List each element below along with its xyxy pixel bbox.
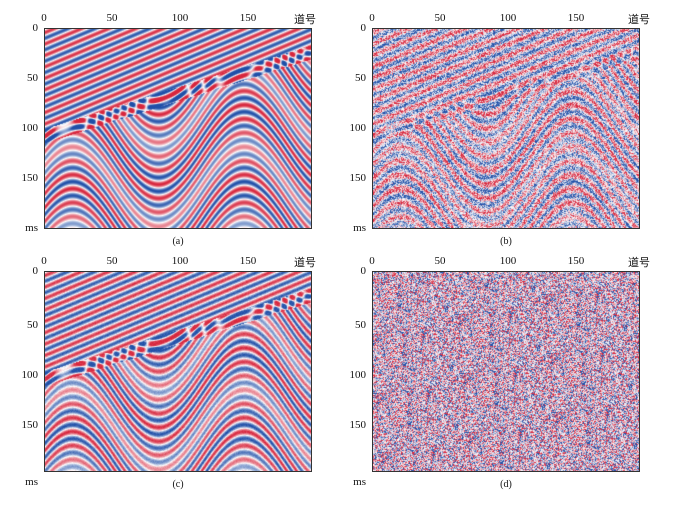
x-tick-0: 0 [369, 255, 375, 267]
seismic-figure: 0 50 100 150 道号 0 50 100 150 ms (a) 0 50… [22, 12, 672, 490]
y-tick-0: 0 [32, 265, 39, 277]
y-tick-50: 50 [355, 319, 366, 331]
y-tick-0: 0 [32, 22, 39, 34]
y-tick-50: 50 [27, 72, 38, 84]
y-tick-0: 0 [360, 265, 367, 277]
x-axis-label: 道号 [628, 256, 650, 269]
panel-d: 0 50 100 150 道号 0 50 100 150 ms (d) [350, 255, 672, 516]
seismic-canvas-c [45, 272, 311, 471]
x-tick-100: 100 [499, 255, 517, 267]
y-tick-50: 50 [27, 319, 38, 331]
x-tick-100: 100 [171, 12, 189, 24]
y-tick-50: 50 [355, 72, 366, 84]
x-axis-label: 道号 [294, 256, 316, 269]
y-tick-150: 150 [21, 419, 39, 431]
x-tick-150: 150 [567, 12, 585, 24]
seismic-canvas-b [373, 29, 639, 228]
seismic-canvas-d [373, 272, 639, 471]
y-tick-100: 100 [349, 122, 367, 134]
y-tick-100: 100 [21, 122, 39, 134]
seismic-section-d [372, 271, 640, 472]
y-tick-150: 150 [349, 419, 367, 431]
panel-c: 0 50 100 150 道号 0 50 100 150 ms (c) [22, 255, 344, 516]
y-tick-150: 150 [349, 172, 367, 184]
x-axis-label: 道号 [628, 13, 650, 26]
x-tick-50: 50 [106, 12, 118, 24]
x-tick-100: 100 [499, 12, 517, 24]
y-tick-150: 150 [21, 172, 39, 184]
y-axis-label: ms [353, 222, 366, 234]
x-tick-150: 150 [239, 255, 257, 267]
panel-caption: (a) [172, 236, 184, 247]
y-axis-label: ms [25, 476, 38, 488]
y-axis-label: ms [25, 222, 38, 234]
x-tick-50: 50 [106, 255, 118, 267]
panel-caption: (c) [172, 479, 184, 490]
x-tick-100: 100 [171, 255, 189, 267]
panel-a: 0 50 100 150 道号 0 50 100 150 ms (a) [22, 12, 344, 273]
seismic-canvas-a [45, 29, 311, 228]
y-tick-0: 0 [360, 22, 367, 34]
x-tick-0: 0 [41, 12, 47, 24]
x-tick-0: 0 [41, 255, 47, 267]
x-tick-150: 150 [567, 255, 585, 267]
x-tick-150: 150 [239, 12, 257, 24]
seismic-section-a [44, 28, 312, 229]
panel-caption: (b) [500, 236, 512, 247]
panel-b: 0 50 100 150 道号 0 50 100 150 ms (b) [350, 12, 672, 273]
panel-caption: (d) [500, 479, 512, 490]
seismic-section-b [372, 28, 640, 229]
x-axis-label: 道号 [294, 13, 316, 26]
x-tick-0: 0 [369, 12, 375, 24]
y-axis-label: ms [353, 476, 366, 488]
x-tick-50: 50 [434, 255, 446, 267]
x-tick-50: 50 [434, 12, 446, 24]
y-tick-100: 100 [21, 369, 39, 381]
seismic-section-c [44, 271, 312, 472]
y-tick-100: 100 [349, 369, 367, 381]
